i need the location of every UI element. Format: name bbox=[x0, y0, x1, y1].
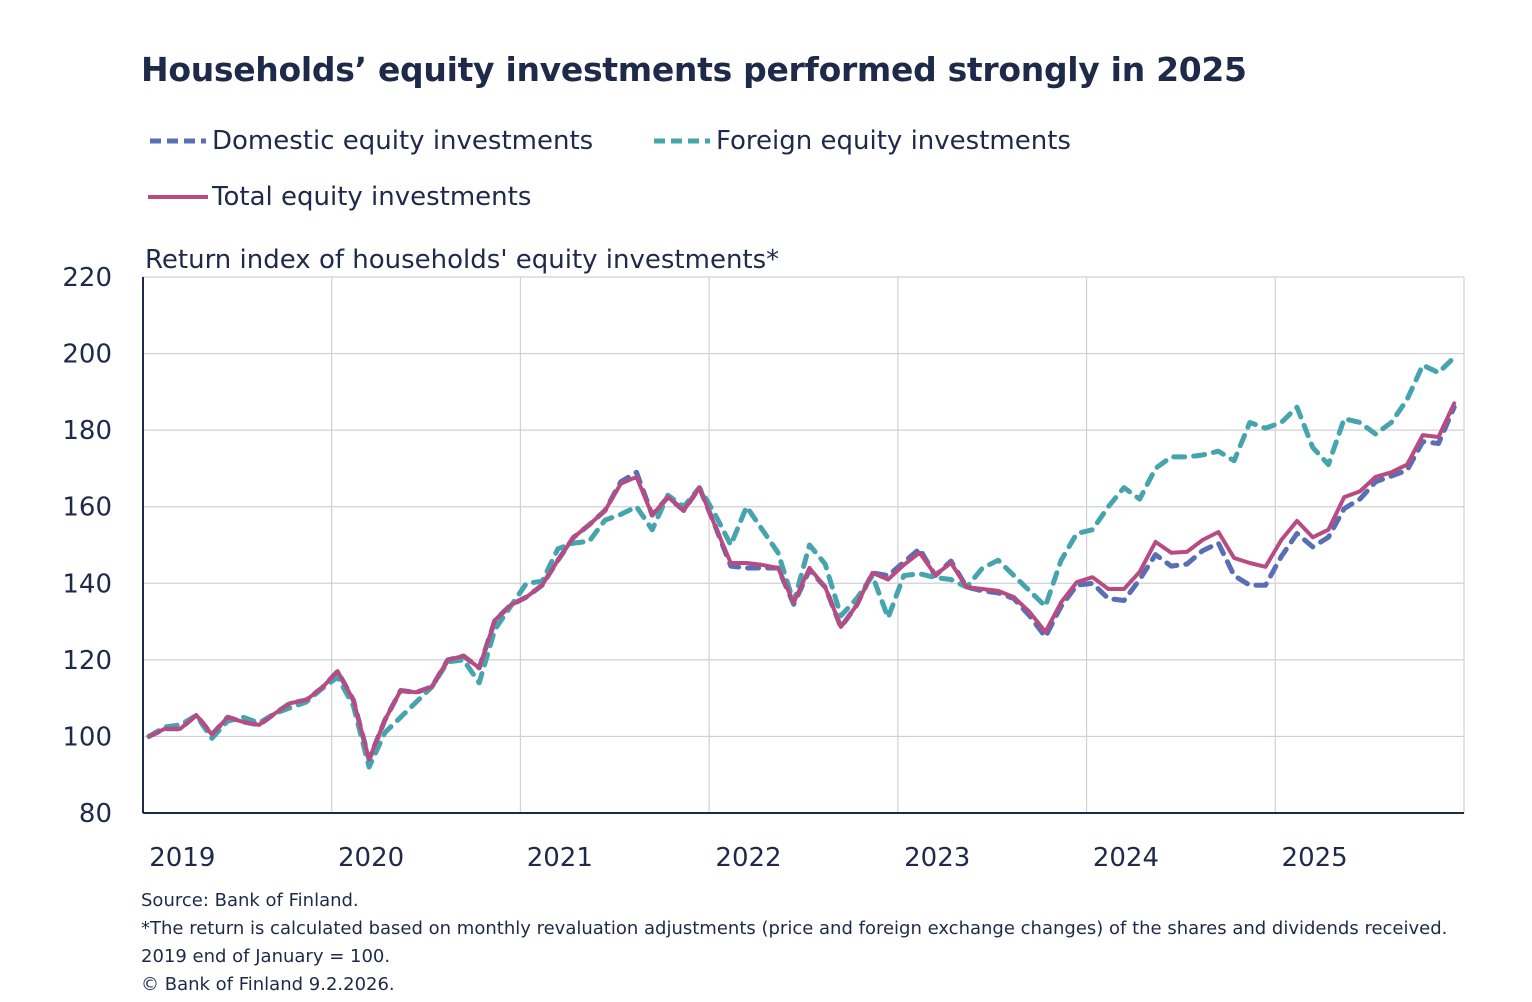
x-tick-label: 2023 bbox=[904, 843, 970, 873]
y-axis-label: Return index of households' equity inves… bbox=[145, 245, 780, 275]
chart-title: Households’ equity investments performed… bbox=[141, 50, 1247, 89]
y-tick-label: 120 bbox=[62, 646, 112, 676]
y-tick-label: 160 bbox=[62, 493, 112, 523]
legend-item-foreign: Foreign equity investments bbox=[652, 126, 1071, 156]
base-note: 2019 end of January = 100. bbox=[141, 946, 391, 967]
source-note: Source: Bank of Finland. bbox=[141, 890, 359, 911]
legend-label-foreign: Foreign equity investments bbox=[716, 126, 1071, 156]
method-note: *The return is calculated based on month… bbox=[141, 918, 1448, 939]
legend-label-domestic: Domestic equity investments bbox=[212, 126, 594, 156]
x-tick-label: 2020 bbox=[338, 843, 404, 873]
x-tick-label: 2024 bbox=[1093, 843, 1159, 873]
x-tick-label: 2021 bbox=[527, 843, 593, 873]
legend-swatch-domestic bbox=[150, 138, 206, 144]
y-tick-label: 100 bbox=[62, 722, 112, 752]
y-tick-label: 180 bbox=[62, 416, 112, 446]
copyright-note: © Bank of Finland 9.2.2026. bbox=[141, 974, 395, 995]
series-line-total bbox=[147, 401, 1457, 762]
x-tick-label: 2025 bbox=[1282, 843, 1348, 873]
y-tick-label: 200 bbox=[62, 340, 112, 370]
series-line-foreign bbox=[146, 354, 1457, 770]
y-tick-label: 80 bbox=[79, 799, 112, 829]
legend-swatch-total bbox=[148, 195, 208, 199]
legend-item-total: Total equity investments bbox=[148, 182, 531, 212]
y-tick-label: 140 bbox=[62, 569, 112, 599]
legend-item-domestic: Domestic equity investments bbox=[148, 126, 593, 156]
x-tick-label: 2022 bbox=[715, 843, 781, 873]
legend-label-total: Total equity investments bbox=[212, 182, 532, 212]
x-tick-label: 2019 bbox=[149, 843, 215, 873]
y-tick-label: 220 bbox=[62, 263, 112, 293]
legend-swatch-foreign bbox=[654, 138, 710, 144]
